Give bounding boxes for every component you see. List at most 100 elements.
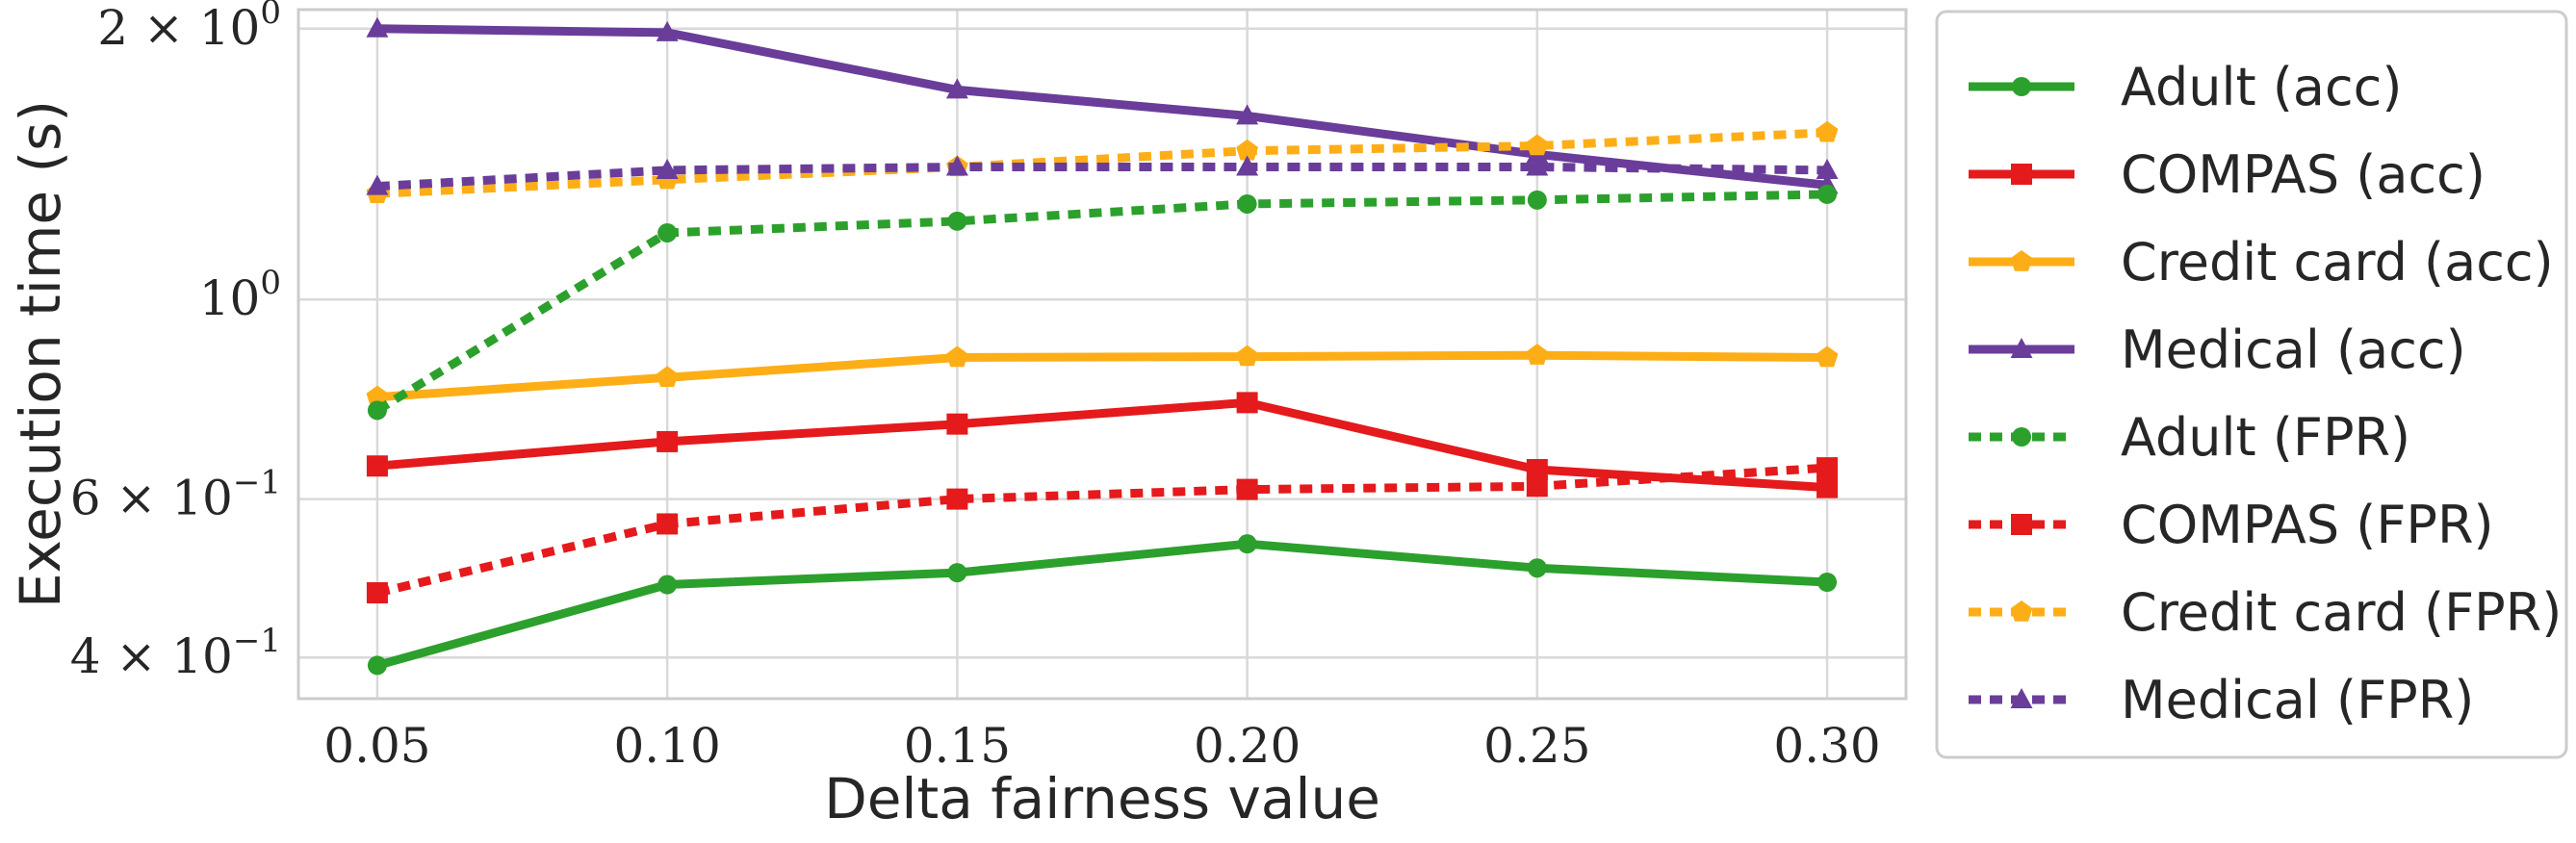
legend-label: Medical (acc)	[2121, 319, 2466, 380]
data-point	[946, 413, 968, 435]
series-adult-acc	[367, 534, 1838, 676]
data-point	[947, 211, 967, 231]
data-point	[945, 345, 968, 368]
data-point	[657, 575, 678, 595]
data-point	[1816, 120, 1839, 142]
data-point	[366, 582, 388, 604]
data-point	[1526, 155, 1549, 176]
legend-item: Adult (FPR)	[1969, 407, 2410, 468]
legend-item: Adult (acc)	[1969, 57, 2402, 117]
data-point	[2010, 338, 2033, 358]
legend-item: COMPAS (acc)	[1969, 144, 2486, 205]
data-point	[2010, 688, 2033, 708]
legend-item: Medical (FPR)	[1969, 670, 2474, 730]
data-point	[1236, 345, 1259, 367]
plot-frame	[296, 8, 1908, 701]
data-point	[1236, 139, 1259, 161]
legend: Adult (acc) COMPAS (acc) Credit card (acc)…	[1935, 10, 2568, 759]
data-point	[1236, 392, 1258, 414]
data-point	[366, 16, 389, 38]
series-line	[376, 163, 1828, 192]
data-point	[1816, 345, 1839, 368]
data-point	[945, 155, 968, 176]
data-point	[945, 78, 968, 99]
legend-label: Adult (FPR)	[2121, 407, 2410, 468]
data-point	[367, 655, 387, 676]
legend-item: Credit card (acc)	[1969, 232, 2554, 293]
legend-label: COMPAS (acc)	[2121, 144, 2486, 205]
series-line	[374, 190, 1828, 415]
data-point	[1526, 134, 1549, 156]
legend-box	[1935, 10, 2568, 759]
series-medical-fpr	[366, 155, 1839, 195]
y-tick-label: 100	[199, 264, 281, 326]
data-point	[1526, 344, 1549, 365]
data-point	[1236, 104, 1259, 125]
data-point	[1527, 558, 1547, 578]
data-point	[1817, 184, 1838, 204]
data-point	[1817, 572, 1838, 592]
x-tick-label: 0.05	[323, 718, 430, 774]
legend-label: Medical (FPR)	[2121, 670, 2474, 730]
series-line	[376, 24, 1828, 190]
x-tick-label: 0.25	[1483, 718, 1590, 774]
legend-item: Credit card (FPR)	[1969, 582, 2562, 643]
series-line	[375, 539, 1828, 670]
legend-item: COMPAS (FPR)	[1969, 495, 2494, 555]
data-point	[947, 563, 967, 583]
series-adult-fpr	[367, 184, 1838, 421]
x-tick-label: 0.30	[1773, 718, 1880, 774]
data-point	[2010, 600, 2033, 622]
data-point	[657, 513, 679, 535]
series-compas-fpr	[366, 457, 1839, 604]
data-point	[2012, 77, 2031, 96]
x-tick-label: 0.10	[613, 718, 720, 774]
data-point	[657, 430, 679, 452]
series-line	[376, 128, 1828, 198]
x-axis-label: Delta fairness value	[824, 766, 1380, 831]
data-point	[1526, 458, 1548, 480]
legend-label: Credit card (FPR)	[2121, 582, 2562, 643]
legend-label: Credit card (acc)	[2121, 232, 2554, 293]
data-point	[656, 20, 679, 41]
series-compas-acc	[366, 392, 1839, 498]
series-layer	[366, 16, 1839, 676]
y-tick-label: 4 × 10−1	[70, 622, 281, 684]
x-tick-label: 0.15	[904, 718, 1011, 774]
data-point	[366, 174, 389, 195]
y-tick-label: 2 × 100	[97, 0, 281, 56]
x-axis-ticks: 0.05 0.10 0.15 0.20 0.25 0.30	[323, 718, 1880, 774]
data-point	[2012, 427, 2031, 447]
data-point	[1237, 534, 1257, 554]
data-point	[367, 400, 387, 421]
data-point	[657, 222, 678, 243]
series-line	[376, 397, 1828, 493]
data-point	[1237, 193, 1257, 214]
data-point	[656, 158, 679, 179]
y-axis-ticks: 4 × 10−1 6 × 10−1 100 2 × 100	[70, 0, 281, 684]
data-point	[2011, 514, 2032, 535]
series-line	[376, 350, 1828, 402]
data-point	[2011, 164, 2032, 185]
legend-label: Adult (acc)	[2121, 57, 2402, 117]
series-credit-card-acc	[366, 344, 1839, 407]
legend-item: Medical (acc)	[1969, 319, 2466, 380]
data-point	[1527, 190, 1547, 210]
data-point	[366, 455, 388, 477]
data-point	[1816, 457, 1839, 479]
data-point	[2010, 250, 2033, 271]
series-credit-card-fpr	[366, 120, 1839, 203]
data-point	[366, 385, 389, 407]
y-tick-label: 6 × 10−1	[70, 464, 281, 526]
legend-label: COMPAS (FPR)	[2121, 495, 2494, 555]
data-point	[1526, 475, 1548, 498]
data-point	[1236, 155, 1259, 176]
x-tick-label: 0.20	[1194, 718, 1301, 774]
series-line	[375, 463, 1828, 598]
y-axis-label: Execution time (s)	[8, 100, 73, 608]
data-point	[1816, 158, 1839, 179]
data-point	[656, 366, 679, 387]
data-point	[1236, 478, 1258, 500]
data-point	[1816, 476, 1839, 498]
